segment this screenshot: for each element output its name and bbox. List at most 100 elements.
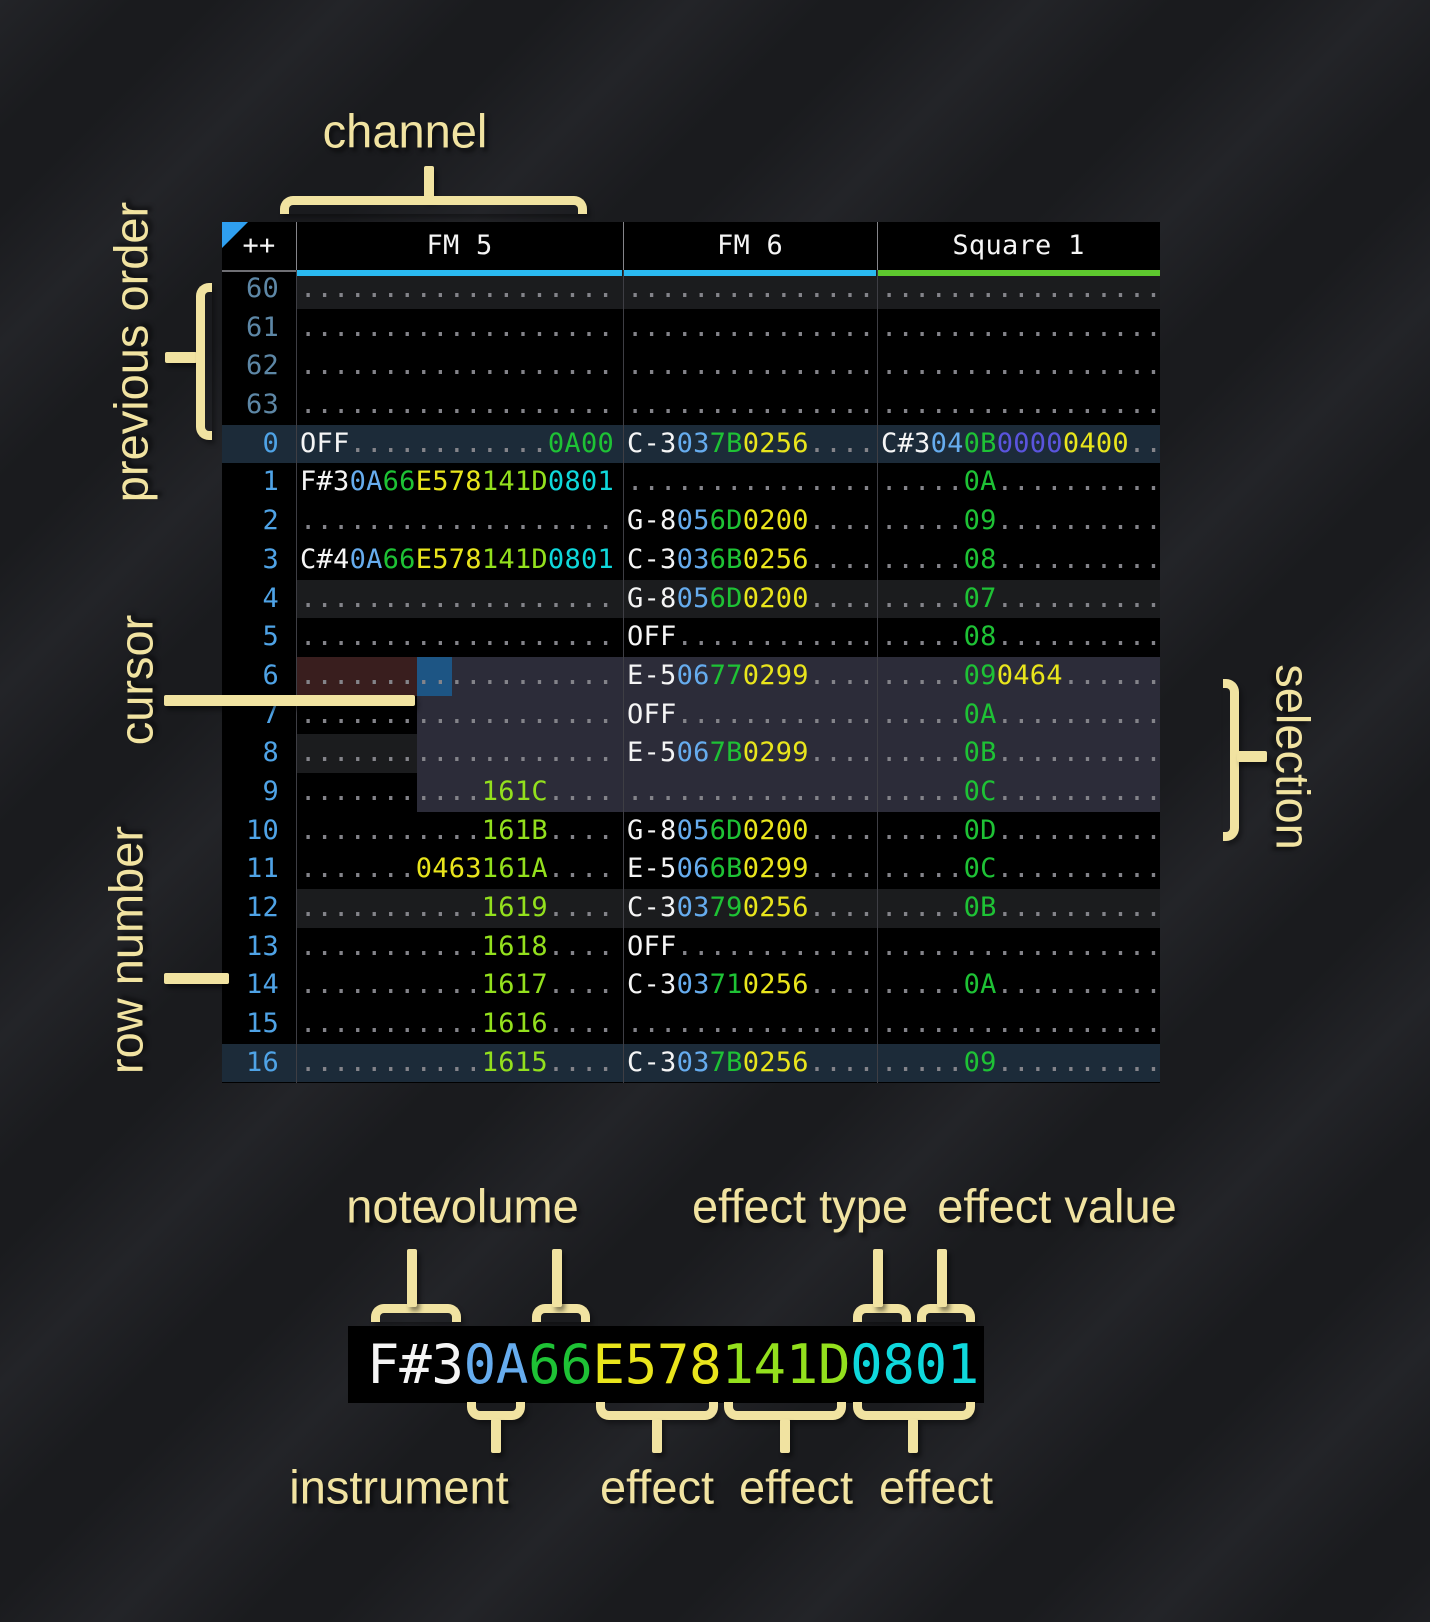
cell-fm5-row-9[interactable]: ...........161C.... [300,775,614,807]
channel-headers: FM 5 FM 6 Square 1 [296,222,1160,270]
cell-sq1-row-60[interactable]: ................. [881,273,1160,304]
cell-fm5-row-2[interactable]: ................... [300,505,614,537]
cell-fm6-row-13[interactable]: OFF............ [627,930,875,962]
channel-header-square-1[interactable]: Square 1 [952,230,1085,261]
cell-fm6-row-14[interactable]: C-303710256.... [627,969,875,1001]
channel-stem [424,166,434,200]
row-number-62: 62 [245,350,279,382]
pattern-editor: ++ FM 5 FM 6 Square 1 60..................… [222,222,1160,1083]
cell-sq1-row-12[interactable]: .....0B.......... [881,892,1160,923]
cell-sq1-row-15[interactable]: ................. [881,1008,1160,1040]
pattern-row-14: 14 ...........1617.... C-303710256........… [222,966,1160,1005]
cell-sq1-row-2[interactable]: .....09.......... [881,505,1160,537]
cell-sq1-row-10[interactable]: .....0D.......... [881,814,1160,846]
selection-brace [1223,679,1239,841]
cell-fm6-row-7[interactable]: OFF............ [627,698,875,730]
pattern-row-63: 63......................................… [222,386,1160,425]
cell-sq1-row-8[interactable]: .....0B.......... [881,737,1160,769]
header-column-divider [876,222,878,270]
effect-label: effect [878,1460,994,1514]
cell-fm6-row-63[interactable]: ............... [627,389,875,421]
order-add-button[interactable]: ++ [222,222,296,270]
cell-sq1-row-1[interactable]: .....0A.......... [881,466,1160,498]
row-number-60: 60 [245,273,279,304]
cell-fm6-row-6[interactable]: E-506770299.... [627,659,875,691]
cell-fm6-row-0[interactable]: C-3037B0256.... [627,427,875,459]
cell-fm6-row-16[interactable]: C-3037B0256.... [627,1046,875,1078]
cell-sq1-row-63[interactable]: ................. [881,389,1160,421]
cell-sq1-row-7[interactable]: .....0A.......... [881,698,1160,730]
cell-fm6-row-4[interactable]: G-8056D0200.... [627,582,875,614]
cell-fm5-row-13[interactable]: ...........1618.... [300,930,614,962]
cell-fm5-row-0[interactable]: OFF............0A00 [300,427,614,459]
row-number-13: 13 [245,930,279,962]
cell-sq1-row-9[interactable]: .....0C.......... [881,775,1160,807]
cell-sq1-row-61[interactable]: ................. [881,311,1160,343]
previous-order-brace [196,283,212,440]
cell-sq1-row-14[interactable]: .....0A.......... [881,969,1160,1001]
row-number-12: 12 [245,892,279,923]
channel-underline [624,270,876,276]
breakdown-seg: E578 [592,1333,722,1396]
cell-fm6-row-1[interactable]: ............... [627,466,875,498]
cell-fm5-row-5[interactable]: ................... [300,621,614,653]
cell-fm5-row-8[interactable]: ................... [300,737,614,769]
pattern-row-8: 8................... E-5067B0299.........… [222,734,1160,773]
effect-stem [652,1419,662,1453]
cell-fm6-row-2[interactable]: G-8056D0200.... [627,505,875,537]
effect-type-brace [852,1304,911,1322]
channel-header-fm-6[interactable]: FM 6 [716,230,784,261]
cursor-pointer-line [164,695,415,706]
cell-fm5-row-60[interactable]: ................... [300,273,614,304]
cell-fm5-row-10[interactable]: ...........161B.... [300,814,614,846]
cell-fm5-row-16[interactable]: ...........1615.... [300,1046,614,1078]
cell-fm5-row-61[interactable]: ................... [300,311,614,343]
cell-fm6-row-5[interactable]: OFF............ [627,621,875,653]
cell-fm5-row-62[interactable]: ................... [300,350,614,382]
row-number-9: 9 [262,775,279,807]
cell-sq1-row-16[interactable]: .....09.......... [881,1046,1160,1078]
cell-fm6-row-8[interactable]: E-5067B0299.... [627,737,875,769]
cell-fm6-row-9[interactable]: ............... [627,775,875,807]
channel-underline [878,270,1160,276]
effect-brace [595,1402,719,1420]
cell-fm6-row-61[interactable]: ............... [627,311,875,343]
cell-sq1-row-62[interactable]: ................. [881,350,1160,382]
cell-fm6-row-60[interactable]: ............... [627,273,875,304]
cell-sq1-row-5[interactable]: .....08.......... [881,621,1160,653]
cell-fm6-row-62[interactable]: ............... [627,350,875,382]
cell-fm5-row-12[interactable]: ...........1619.... [300,892,614,923]
effect-value-stem [937,1249,947,1307]
cell-sq1-row-6[interactable]: .....090464...... [881,659,1160,691]
cell-fm5-row-14[interactable]: ...........1617.... [300,969,614,1001]
cell-fm6-row-3[interactable]: C-3036B0256.... [627,543,875,575]
cell-fm6-row-10[interactable]: G-8056D0200.... [627,814,875,846]
selection-label: selection [1266,664,1320,850]
cell-fm6-row-12[interactable]: C-303790256.... [627,892,875,923]
cell-fm5-row-11[interactable]: .......0463161A.... [300,853,615,885]
cell-sq1-row-3[interactable]: .....08.......... [881,543,1160,575]
cell-fm5-row-15[interactable]: ...........1616.... [300,1008,614,1040]
pattern-row-12: 12 ...........1619.... C-303790256........… [222,889,1160,928]
row-number-61: 61 [245,311,279,343]
cell-sq1-row-13[interactable]: ................. [881,930,1160,962]
cell-fm5-row-1[interactable]: F#30A66E578141D0801 [300,466,615,498]
cell-fm6-row-15[interactable]: ............... [627,1008,875,1040]
cell-fm5-row-4[interactable]: ................... [300,582,614,614]
cell-fm6-row-11[interactable]: E-5066B0299.... [627,853,875,885]
cell-fm5-row-3[interactable]: C#40A66E578141D0801 [300,543,615,575]
row-number-pointer-line [164,973,229,984]
row-number-7: 7 [262,698,279,730]
cell-sq1-row-4[interactable]: .....07.......... [881,582,1160,614]
channel-header-fm-5[interactable]: FM 5 [426,230,493,261]
cell-fm5-row-6[interactable]: ................... [300,659,614,691]
selection-tick [1237,751,1267,762]
cursor[interactable] [417,657,452,696]
cell-sq1-row-11[interactable]: .....0C.......... [881,853,1160,885]
effect-value-label: effect value [937,1179,1177,1233]
cell-sq1-row-0[interactable]: C#3040B00000400.. [881,427,1160,459]
effect-type-stem [873,1249,883,1307]
pattern-row-61: 61......................................… [222,309,1160,348]
cell-fm5-row-63[interactable]: ................... [300,389,614,421]
